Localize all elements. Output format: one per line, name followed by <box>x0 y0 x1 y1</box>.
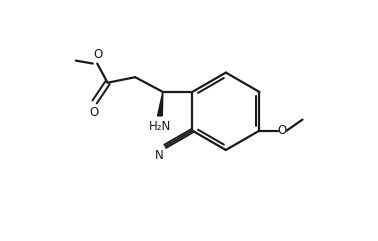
Text: O: O <box>93 48 102 61</box>
Text: O: O <box>277 124 287 137</box>
Text: N: N <box>155 149 163 162</box>
Text: O: O <box>89 106 98 119</box>
Polygon shape <box>158 92 163 116</box>
Text: H₂N: H₂N <box>149 120 171 133</box>
